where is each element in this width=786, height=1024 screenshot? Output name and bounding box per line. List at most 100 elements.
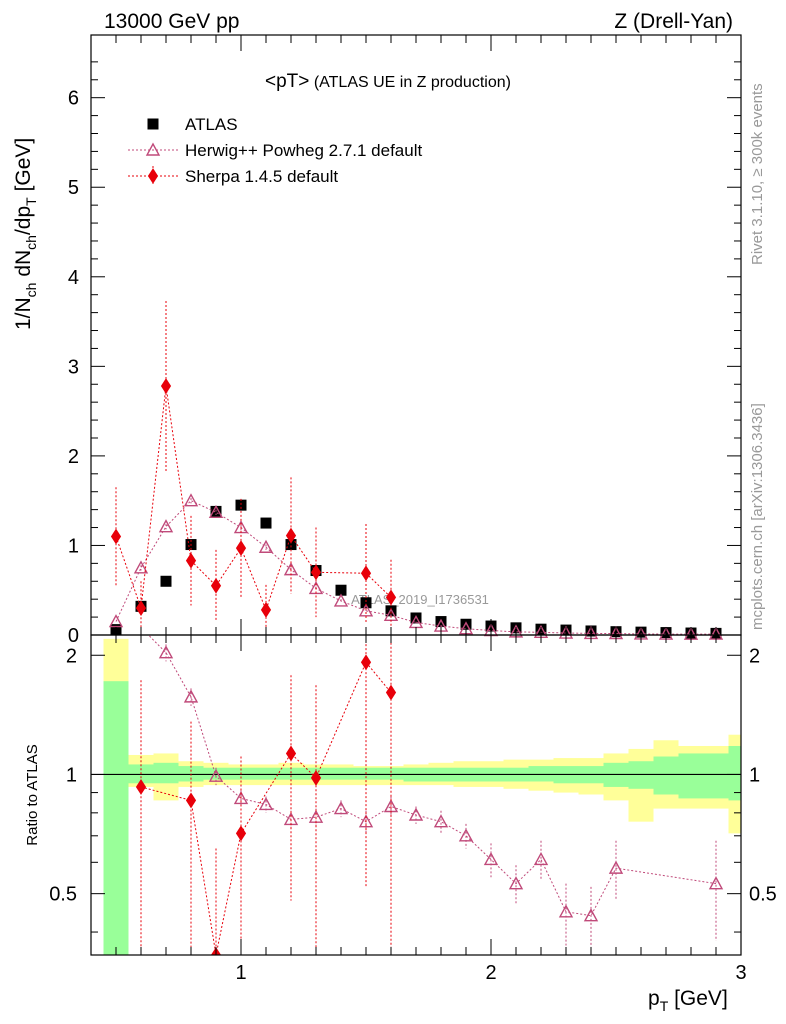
- ratio-series-herwig: [140, 635, 724, 951]
- green-band-segment: [328, 767, 354, 780]
- legend-label: ATLAS: [185, 115, 238, 134]
- herwig-marker: [558, 904, 574, 918]
- ratio-tick-label-right: 2: [749, 645, 760, 667]
- herwig-marker: [708, 876, 724, 890]
- sherpa-marker: [360, 565, 372, 582]
- green-band-segment: [703, 753, 729, 799]
- y-tick-label: 2: [68, 446, 79, 468]
- sherpa-marker: [160, 378, 172, 394]
- green-band-segment: [103, 681, 129, 955]
- green-band-segment: [678, 753, 704, 799]
- herwig-marker: [108, 614, 124, 628]
- ratio-tick-label-right: 1: [749, 764, 760, 786]
- herwig-marker: [333, 801, 349, 815]
- series-sherpa: [110, 300, 397, 635]
- herwig-marker: [483, 852, 499, 866]
- sherpa-marker: [360, 654, 372, 671]
- herwig-marker: [608, 860, 624, 874]
- ratio-series-line: [147, 635, 717, 917]
- herwig-marker: [358, 814, 374, 828]
- legend-label: Sherpa 1.4.5 default: [185, 167, 338, 186]
- x-tick-label: 2: [485, 962, 496, 984]
- herwig-marker: [133, 560, 149, 574]
- sherpa-marker: [285, 527, 297, 544]
- herwig-marker: [233, 790, 249, 805]
- green-band-segment: [378, 767, 404, 780]
- y-tick-label: 4: [68, 267, 79, 289]
- sherpa-marker: [235, 825, 247, 842]
- ratio-series-line: [140, 661, 392, 955]
- legend: ATLAS Herwig++ Powheg 2.7.1 default Sherpa…: [128, 115, 422, 186]
- x-tick-label: 3: [735, 962, 746, 984]
- main-panel-title: <pT> (ATLAS UE in Z production): [265, 71, 511, 92]
- series-line: [115, 385, 392, 612]
- series-atlas: [110, 499, 722, 639]
- sherpa-marker: [310, 770, 322, 786]
- sherpa-marker: [210, 577, 222, 594]
- atlas-marker: [147, 118, 159, 130]
- header-energy-label: 13000 GeV pp: [104, 10, 239, 33]
- header-process-label: Z (Drell-Yan): [614, 10, 733, 33]
- green-band-segment: [728, 745, 741, 801]
- green-band-segment: [528, 766, 554, 782]
- sherpa-marker: [110, 528, 122, 545]
- herwig-marker: [333, 593, 349, 607]
- herwig-marker: [533, 852, 549, 866]
- sherpa-marker: [147, 168, 159, 184]
- atlas-marker: [260, 517, 272, 529]
- sherpa-marker: [185, 552, 197, 569]
- herwig-marker: [433, 814, 449, 828]
- green-band-segment: [253, 767, 279, 780]
- herwig-marker: [258, 796, 274, 811]
- ratio-y-axis-label: Ratio to ATLAS: [24, 744, 41, 845]
- green-band-segment: [278, 767, 304, 780]
- ratio-tick-label-left: 2: [66, 645, 77, 667]
- herwig-marker: [208, 768, 224, 782]
- herwig-marker: [145, 142, 161, 156]
- y-tick-label: 1: [68, 535, 79, 557]
- herwig-marker: [158, 645, 174, 659]
- herwig-marker: [183, 493, 199, 507]
- herwig-marker: [158, 519, 174, 533]
- herwig-marker: [358, 603, 374, 617]
- green-band-segment: [153, 762, 179, 784]
- legend-label: Herwig++ Powheg 2.7.1 default: [185, 141, 422, 160]
- atlas-marker: [410, 612, 422, 624]
- atlas-marker: [360, 597, 372, 609]
- ratio-series-sherpa: [135, 635, 397, 955]
- sherpa-marker: [235, 540, 247, 557]
- green-band-segment: [653, 756, 679, 795]
- ratio-uncertainty-bands: [103, 638, 741, 955]
- atlas-marker: [235, 499, 247, 511]
- sherpa-marker: [135, 779, 147, 795]
- sherpa-marker: [385, 589, 397, 606]
- herwig-marker: [258, 539, 274, 553]
- ratio-y-ticks: 0.5 0.5 1 1 2 2: [49, 645, 777, 933]
- x-axis-label: pT [GeV]: [648, 987, 728, 1014]
- x-tick-label: 1: [235, 962, 246, 984]
- rivet-version-label: Rivet 3.1.10, ≥ 300k events: [749, 83, 766, 265]
- series-herwig: [108, 493, 724, 640]
- herwig-marker: [408, 807, 424, 821]
- herwig-marker: [208, 504, 224, 519]
- y-tick-label: 6: [68, 88, 79, 110]
- ratio-tick-label-left: 1: [66, 764, 77, 786]
- main-y-axis-label: 1/Nch dNch/dpT [GeV]: [12, 138, 39, 330]
- herwig-marker: [183, 689, 199, 703]
- herwig-marker: [508, 876, 524, 890]
- sherpa-marker: [185, 792, 197, 809]
- atlas-marker: [435, 616, 447, 628]
- sherpa-marker: [260, 602, 272, 618]
- sherpa-marker: [310, 564, 322, 581]
- atlas-marker: [285, 539, 297, 551]
- y-tick-label: 5: [68, 177, 79, 199]
- analysis-watermark: ATLAS_2019_I1736531: [351, 592, 489, 607]
- sherpa-marker: [285, 745, 297, 762]
- atlas-marker: [460, 618, 472, 630]
- mcplots-reference-label: mcplots.cern.ch [arXiv:1306.3436]: [749, 403, 766, 630]
- ratio-tick-label-left: 0.5: [49, 884, 77, 906]
- atlas-marker: [160, 575, 172, 587]
- sherpa-marker: [135, 600, 147, 617]
- herwig-marker: [583, 908, 599, 922]
